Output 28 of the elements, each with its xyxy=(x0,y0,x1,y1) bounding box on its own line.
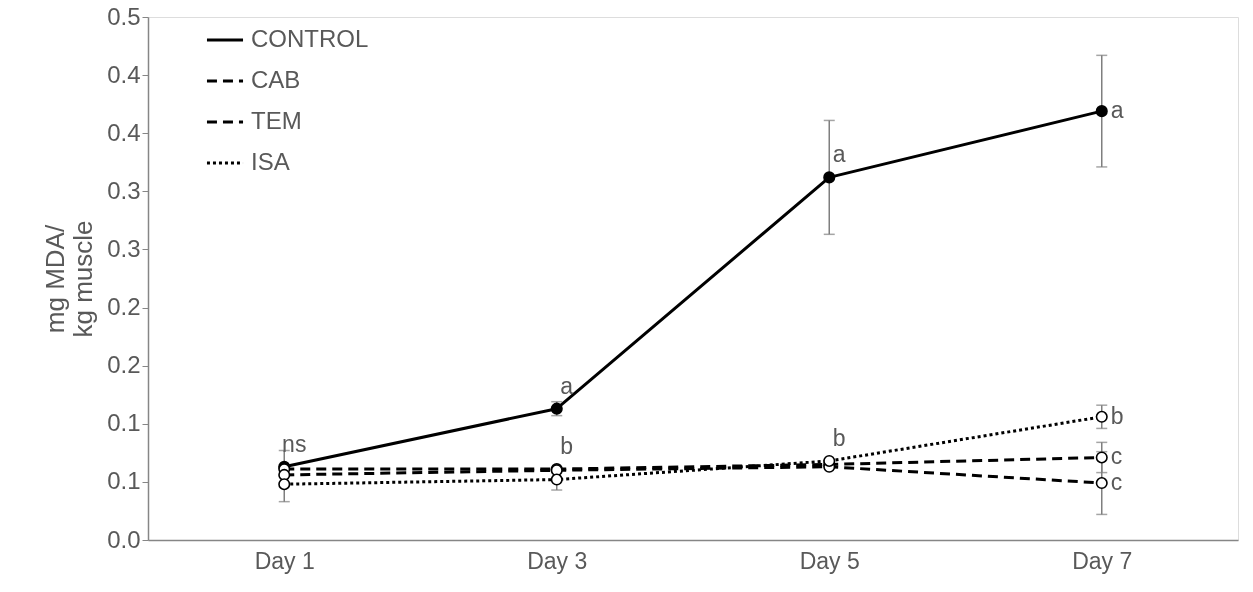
data-label: a xyxy=(560,372,574,399)
y-tick-label: 0.4 xyxy=(107,118,141,146)
x-tick-label: Day 7 xyxy=(1072,547,1133,574)
x-tick-label: Day 5 xyxy=(799,547,860,574)
data-label: a xyxy=(832,141,846,168)
legend-label: ISA xyxy=(251,148,290,175)
y-tick-label: 0.5 xyxy=(107,2,141,30)
legend-label: CONTROL xyxy=(251,25,369,52)
data-label: b xyxy=(560,433,574,460)
data-label: b xyxy=(1110,402,1124,429)
y-tick-label: 0.1 xyxy=(107,467,141,495)
data-label: ns xyxy=(282,430,307,457)
y-tick-label: 0.3 xyxy=(107,234,141,262)
data-label: a xyxy=(1110,97,1124,124)
legend-label: CAB xyxy=(251,66,301,93)
y-axis-title: mg MDA/ kg muscle xyxy=(40,220,99,338)
data-label: c xyxy=(1110,469,1123,496)
legend-label: TEM xyxy=(251,107,302,134)
x-tick-label: Day 3 xyxy=(527,547,588,574)
x-tick-label: Day 1 xyxy=(254,547,315,574)
y-tick-label: 0.1 xyxy=(107,409,141,437)
y-tick-label: 0.0 xyxy=(107,525,141,553)
y-tick-label: 0.2 xyxy=(107,351,141,379)
y-tick-label: 0.3 xyxy=(107,176,141,204)
data-label: c xyxy=(1110,443,1123,470)
data-label: b xyxy=(832,424,846,451)
y-tick-label: 0.2 xyxy=(107,293,141,321)
y-tick-label: 0.4 xyxy=(107,60,141,88)
